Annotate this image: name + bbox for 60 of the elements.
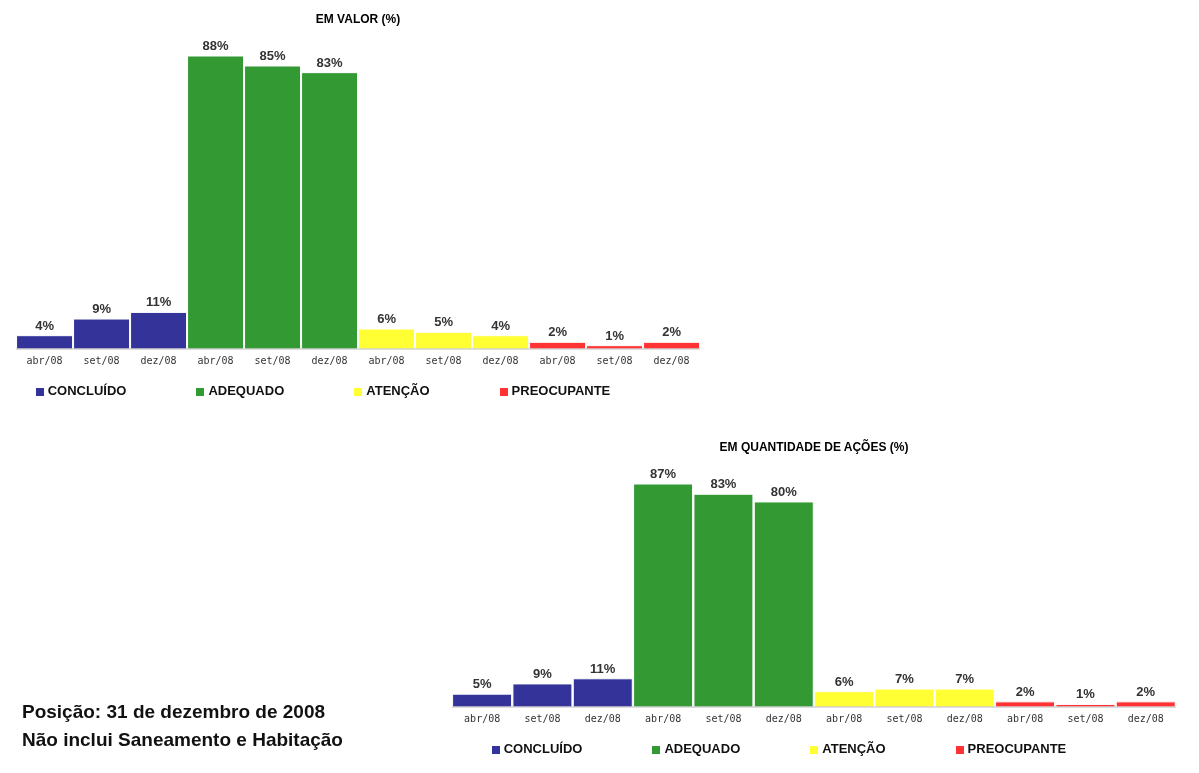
data-label: 6%: [377, 311, 397, 327]
x-tick-label: dez/08: [584, 713, 621, 725]
data-label: 7%: [895, 671, 915, 687]
legend-label: ATENÇÃO: [822, 741, 886, 756]
legend-label: PREOCUPANTE: [967, 741, 1067, 756]
data-label: 6%: [834, 673, 854, 689]
x-tick-label: set/08: [705, 713, 742, 725]
data-label: 80%: [770, 483, 798, 499]
legend-label: ADEQUADO: [208, 383, 285, 398]
text: Posição: 31 de dezembro de 2008: [22, 700, 327, 724]
data-label: 83%: [710, 476, 737, 492]
data-label: 4%: [491, 317, 511, 333]
x-tick-label: set/08: [83, 355, 120, 367]
chart-title: EM VALOR (%): [314, 12, 402, 26]
legend-label: ATENÇÃO: [366, 383, 430, 398]
data-label: 2%: [662, 324, 682, 340]
data-label: 1%: [1076, 686, 1096, 702]
x-tick-label: dez/08: [311, 355, 348, 367]
x-tick-label: dez/08: [653, 355, 690, 367]
data-label: 2%: [1136, 683, 1156, 699]
chart-title: EM QUANTIDADE DE AÇÕES (%): [718, 440, 910, 454]
x-tick-label: abr/08: [464, 713, 501, 725]
data-label: 5%: [472, 676, 492, 692]
x-tick-label: abr/08: [645, 713, 682, 725]
data-label: 1%: [605, 327, 625, 343]
data-label: 2%: [548, 324, 568, 340]
x-tick-label: dez/08: [946, 713, 983, 725]
x-tick-label: abr/08: [26, 355, 63, 367]
x-tick-label: dez/08: [765, 713, 802, 725]
x-tick-label: dez/08: [1127, 713, 1164, 725]
data-label: 9%: [533, 665, 553, 681]
x-tick-label: dez/08: [140, 355, 177, 367]
legend-label: ADEQUADO: [664, 741, 741, 756]
x-tick-label: set/08: [596, 355, 633, 367]
x-tick-label: dez/08: [482, 355, 519, 367]
data-label: 9%: [92, 301, 112, 317]
x-tick-label: abr/08: [539, 355, 576, 367]
data-label: 87%: [650, 466, 677, 481]
legend-label: PREOCUPANTE: [511, 383, 611, 398]
legend-label: CONCLUÍDO: [503, 741, 583, 756]
x-tick-label: set/08: [1067, 713, 1104, 725]
x-tick-label: set/08: [524, 713, 561, 725]
data-label: 11%: [145, 294, 172, 310]
legend-label: CONCLUÍDO: [47, 383, 127, 398]
data-label: 88%: [202, 38, 230, 53]
x-tick-label: abr/08: [197, 355, 234, 367]
data-label: 11%: [590, 660, 616, 676]
x-tick-label: abr/08: [826, 713, 863, 725]
data-label: 2%: [1015, 683, 1035, 699]
data-label: 7%: [955, 671, 975, 687]
x-tick-label: abr/08: [368, 355, 405, 367]
x-tick-label: set/08: [425, 355, 462, 367]
text: Não inclui Saneamento e Habitação: [22, 728, 343, 752]
x-tick-label: abr/08: [1007, 713, 1044, 725]
x-tick-label: set/08: [886, 713, 923, 725]
data-label: 85%: [259, 47, 287, 63]
data-label: 4%: [35, 317, 55, 333]
x-tick-label: set/08: [254, 355, 291, 367]
data-label: 83%: [316, 54, 344, 70]
data-label: 5%: [434, 314, 454, 330]
